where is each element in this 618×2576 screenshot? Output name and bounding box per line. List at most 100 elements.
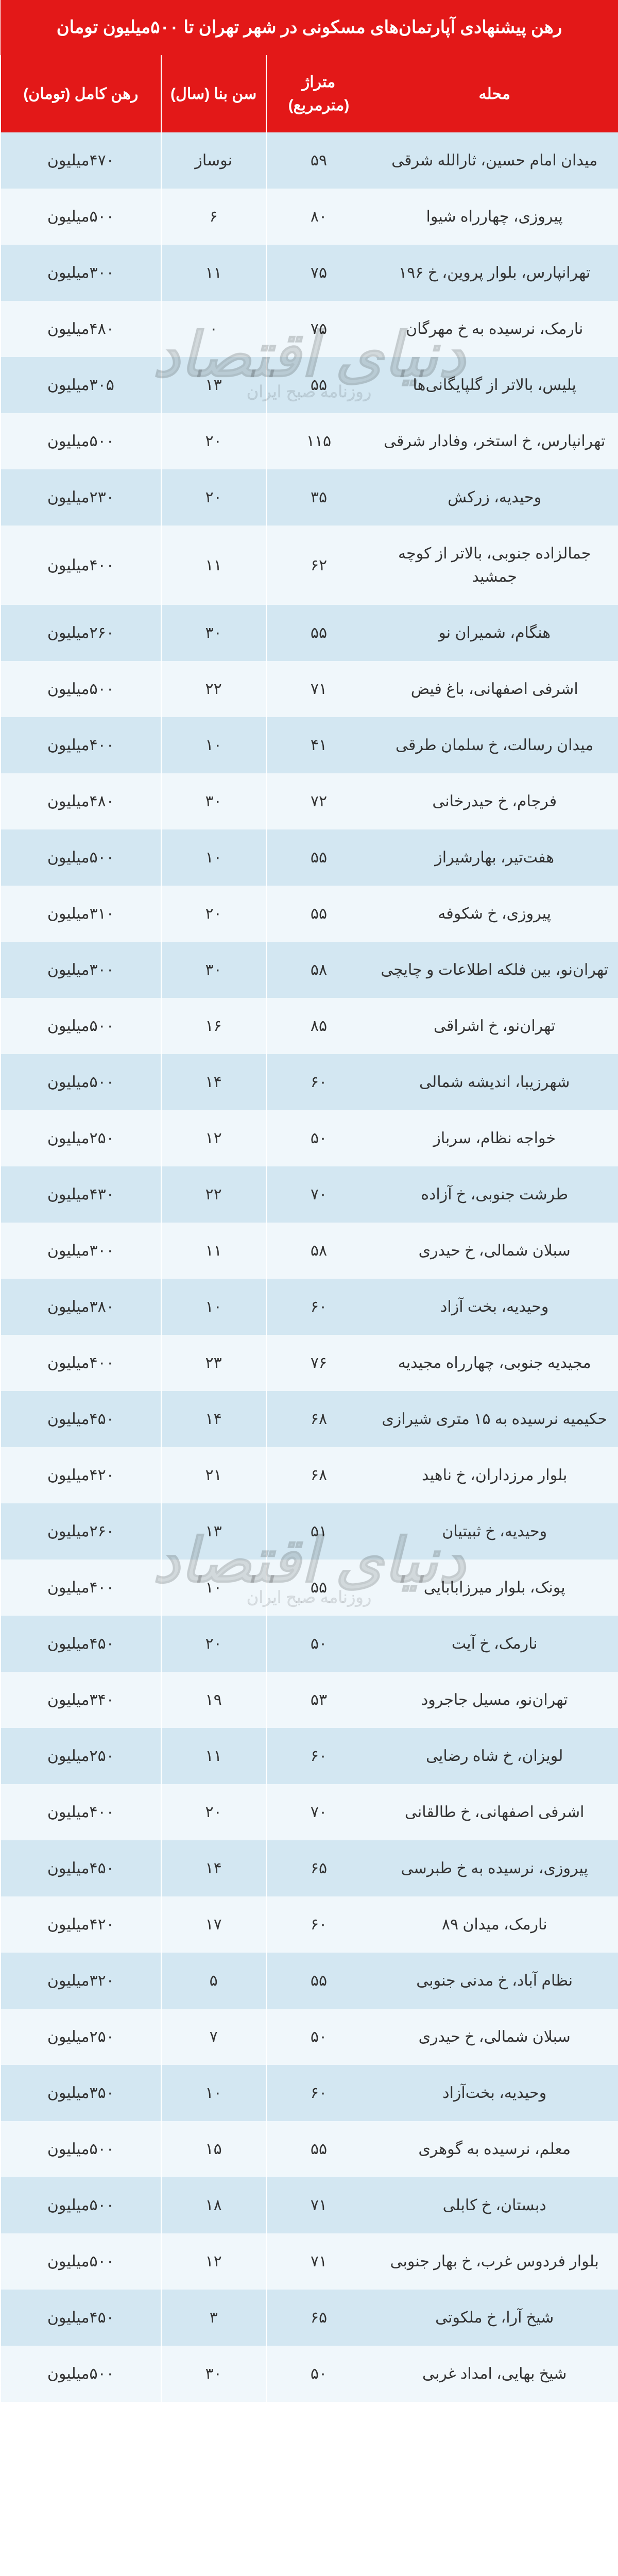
cell-area: ۶۰ xyxy=(266,1279,371,1335)
table-row: اشرفی اصفهانی، خ طالقانی۷۰۲۰۴۰۰میلیون xyxy=(1,1784,618,1840)
cell-location: بلوار فردوس غرب، خ بهار جنوبی xyxy=(371,2233,618,2290)
cell-price: ۴۰۰میلیون xyxy=(1,526,161,605)
cell-area: ۵۵ xyxy=(266,605,371,661)
cell-age: ۲۰ xyxy=(161,1784,266,1840)
cell-area: ۶۵ xyxy=(266,2290,371,2346)
table-row: لویزان، خ شاه رضایی۶۰۱۱۲۵۰میلیون xyxy=(1,1728,618,1784)
cell-location: پلیس، بالاتر از گلپایگانی‌ها xyxy=(371,357,618,413)
cell-age: نوساز xyxy=(161,132,266,189)
cell-price: ۴۰۰میلیون xyxy=(1,1560,161,1616)
cell-location: نارمک، میدان ۸۹ xyxy=(371,1896,618,1953)
cell-age: ۶ xyxy=(161,189,266,245)
cell-area: ۳۵ xyxy=(266,469,371,526)
cell-age: ۵ xyxy=(161,1953,266,2009)
cell-area: ۶۰ xyxy=(266,1054,371,1110)
cell-location: پیروزی، نرسیده به خ طبرسی xyxy=(371,1840,618,1896)
cell-location: شیخ بهایی، امداد غربی xyxy=(371,2346,618,2402)
cell-price: ۳۱۰میلیون xyxy=(1,886,161,942)
cell-location: وحیدیه، بخت‌آزاد xyxy=(371,2065,618,2121)
cell-location: نظام آباد، خ مدنی جنوبی xyxy=(371,1953,618,2009)
cell-price: ۳۰۰میلیون xyxy=(1,245,161,301)
cell-age: ۱۳ xyxy=(161,1503,266,1560)
cell-age: ۷ xyxy=(161,2009,266,2065)
cell-age: ۱۰ xyxy=(161,717,266,773)
cell-area: ۷۵ xyxy=(266,245,371,301)
cell-price: ۲۶۰میلیون xyxy=(1,1503,161,1560)
table-row: نظام آباد، خ مدنی جنوبی۵۵۵۳۲۰میلیون xyxy=(1,1953,618,2009)
cell-price: ۴۵۰میلیون xyxy=(1,1840,161,1896)
col-price: رهن کامل (تومان) xyxy=(1,55,161,132)
cell-price: ۲۵۰میلیون xyxy=(1,1728,161,1784)
cell-area: ۶۰ xyxy=(266,1896,371,1953)
cell-area: ۸۰ xyxy=(266,189,371,245)
cell-age: ۳۰ xyxy=(161,773,266,829)
cell-price: ۴۵۰میلیون xyxy=(1,2290,161,2346)
cell-age: ۲۰ xyxy=(161,413,266,469)
cell-location: تهرانپارس، بلوار پروین، خ ۱۹۶ xyxy=(371,245,618,301)
cell-price: ۴۷۰میلیون xyxy=(1,132,161,189)
cell-age: ۱۵ xyxy=(161,2121,266,2177)
cell-age: ۲۰ xyxy=(161,469,266,526)
col-area: متراژ (مترمربع) xyxy=(266,55,371,132)
cell-age: ۲۲ xyxy=(161,661,266,717)
cell-location: تهرانپارس، خ استخر، وفادار شرقی xyxy=(371,413,618,469)
cell-price: ۳۸۰میلیون xyxy=(1,1279,161,1335)
cell-price: ۴۸۰میلیون xyxy=(1,301,161,357)
table-row: معلم، نرسیده به گوهری۵۵۱۵۵۰۰میلیون xyxy=(1,2121,618,2177)
cell-price: ۴۰۰میلیون xyxy=(1,1784,161,1840)
table-row: تهرانپارس، خ استخر، وفادار شرقی۱۱۵۲۰۵۰۰م… xyxy=(1,413,618,469)
cell-area: ۵۱ xyxy=(266,1503,371,1560)
cell-area: ۵۵ xyxy=(266,1953,371,2009)
cell-area: ۸۵ xyxy=(266,998,371,1054)
cell-area: ۵۹ xyxy=(266,132,371,189)
table-wrapper: رهن پیشنهادی آپارتمان‌های مسکونی در شهر … xyxy=(0,0,618,2402)
cell-price: ۲۵۰میلیون xyxy=(1,2009,161,2065)
cell-age: ۱۱ xyxy=(161,1223,266,1279)
cell-age: ۱۶ xyxy=(161,998,266,1054)
cell-area: ۶۸ xyxy=(266,1391,371,1447)
cell-price: ۴۲۰میلیون xyxy=(1,1447,161,1503)
cell-age: ۱۱ xyxy=(161,245,266,301)
table-title: رهن پیشنهادی آپارتمان‌های مسکونی در شهر … xyxy=(1,0,618,55)
table-row: شیخ بهایی، امداد غربی۵۰۳۰۵۰۰میلیون xyxy=(1,2346,618,2402)
table-row: وحیدیه، خ ثبیتیان۵۱۱۳۲۶۰میلیون xyxy=(1,1503,618,1560)
cell-age: ۱۰ xyxy=(161,829,266,886)
cell-price: ۲۶۰میلیون xyxy=(1,605,161,661)
cell-location: جمالزاده جنوبی، بالاتر از کوچه جمشید xyxy=(371,526,618,605)
cell-location: فرجام، خ حیدرخانی xyxy=(371,773,618,829)
cell-location: دبستان، خ کابلی xyxy=(371,2177,618,2233)
cell-location: میدان رسالت، خ سلمان طرقی xyxy=(371,717,618,773)
cell-location: هفت‌تیر، بهارشیراز xyxy=(371,829,618,886)
cell-area: ۶۵ xyxy=(266,1840,371,1896)
cell-location: بلوار مرزداران، خ ناهید xyxy=(371,1447,618,1503)
cell-location: حکیمیه نرسیده به ۱۵ متری شیرازی xyxy=(371,1391,618,1447)
cell-area: ۵۵ xyxy=(266,357,371,413)
cell-location: معلم، نرسیده به گوهری xyxy=(371,2121,618,2177)
cell-area: ۵۵ xyxy=(266,1560,371,1616)
cell-age: ۱۳ xyxy=(161,357,266,413)
cell-price: ۵۰۰میلیون xyxy=(1,189,161,245)
cell-location: اشرفی اصفهانی، خ طالقانی xyxy=(371,1784,618,1840)
cell-location: تهران‌نو، بین فلکه اطلاعات و چایچی xyxy=(371,942,618,998)
table-row: اشرفی اصفهانی، باغ فیض۷۱۲۲۵۰۰میلیون xyxy=(1,661,618,717)
cell-age: ۱۴ xyxy=(161,1054,266,1110)
table-row: تهران‌نو، مسیل جاجرود۵۳۱۹۳۴۰میلیون xyxy=(1,1672,618,1728)
table-row: طرشت جنوبی، خ آزاده۷۰۲۲۴۳۰میلیون xyxy=(1,1166,618,1223)
cell-age: ۰ xyxy=(161,301,266,357)
cell-location: پیروزی، خ شکوفه xyxy=(371,886,618,942)
table-row: پلیس، بالاتر از گلپایگانی‌ها۵۵۱۳۳۰۵میلیو… xyxy=(1,357,618,413)
cell-area: ۶۰ xyxy=(266,2065,371,2121)
cell-price: ۵۰۰میلیون xyxy=(1,661,161,717)
table-row: پونک، بلوار میرزابابایی۵۵۱۰۴۰۰میلیون xyxy=(1,1560,618,1616)
cell-location: وحیدیه، بخت آزاد xyxy=(371,1279,618,1335)
cell-age: ۳ xyxy=(161,2290,266,2346)
table-row: جمالزاده جنوبی، بالاتر از کوچه جمشید۶۲۱۱… xyxy=(1,526,618,605)
cell-price: ۴۵۰میلیون xyxy=(1,1616,161,1672)
cell-area: ۵۳ xyxy=(266,1672,371,1728)
cell-location: هنگام، شمیران نو xyxy=(371,605,618,661)
cell-price: ۳۴۰میلیون xyxy=(1,1672,161,1728)
cell-location: مجیدیه جنوبی، چهارراه مجیدیه xyxy=(371,1335,618,1391)
cell-area: ۷۰ xyxy=(266,1784,371,1840)
cell-age: ۱۲ xyxy=(161,1110,266,1166)
cell-price: ۵۰۰میلیون xyxy=(1,829,161,886)
